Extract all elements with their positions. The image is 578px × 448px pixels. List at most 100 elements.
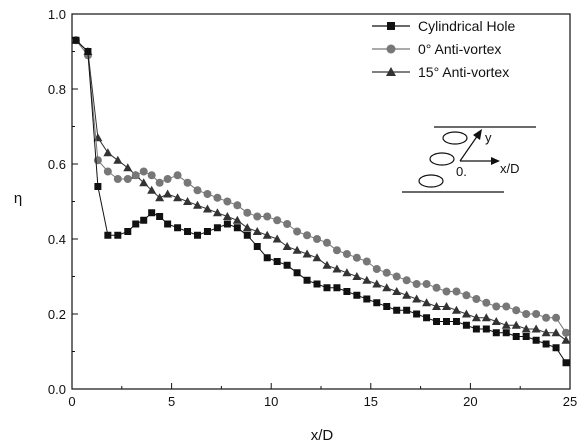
data-point (551, 328, 561, 337)
data-point (293, 269, 301, 277)
data-point (104, 231, 112, 239)
data-point (492, 329, 500, 337)
data-point (139, 178, 149, 187)
data-point (362, 275, 372, 284)
series-15-anti-vortex (71, 35, 571, 344)
data-point (262, 230, 272, 239)
data-point (303, 231, 312, 240)
data-point (501, 320, 511, 329)
series-cylindrical-hole (72, 36, 570, 367)
data-point (342, 268, 352, 277)
data-point (452, 287, 461, 296)
x-tick-label: 15 (364, 394, 378, 409)
data-point (373, 299, 381, 307)
legend-item: 15° Anti-vortex (372, 64, 509, 80)
data-point (403, 306, 411, 314)
data-point (202, 204, 212, 213)
data-point (124, 228, 132, 235)
data-point (323, 284, 331, 292)
data-point (491, 317, 501, 325)
data-point (522, 333, 530, 340)
data-point (382, 283, 392, 292)
data-point (343, 288, 351, 295)
data-point (233, 201, 242, 210)
data-point (103, 167, 112, 176)
data-point (322, 260, 332, 269)
data-point (93, 156, 102, 165)
data-point (174, 224, 182, 232)
data-point (164, 220, 172, 228)
data-point (243, 208, 252, 217)
y-axis-label: η (14, 190, 22, 207)
data-point (123, 175, 132, 183)
data-point (383, 303, 391, 310)
data-point (433, 318, 441, 325)
data-point (147, 171, 156, 180)
data-point (103, 148, 113, 157)
data-point (502, 329, 510, 337)
data-point (123, 163, 133, 172)
data-point (552, 313, 561, 322)
data-point (213, 193, 222, 202)
legend-item: 0° Anti-vortex (372, 41, 501, 57)
data-point (432, 283, 441, 292)
data-point (183, 178, 192, 187)
x-tick-label: 20 (463, 394, 477, 409)
legend: Cylindrical Hole 0° Anti-vortex 15° Anti-v… (372, 18, 515, 80)
data-point (386, 67, 396, 76)
data-point (402, 276, 411, 285)
series-layer (71, 35, 571, 367)
data-point (353, 291, 361, 299)
data-point (451, 305, 461, 314)
data-point (512, 333, 520, 340)
data-point (472, 295, 481, 303)
data-point (132, 220, 140, 228)
data-point (193, 231, 201, 239)
data-point (442, 287, 451, 296)
data-point (332, 264, 342, 273)
data-point (363, 295, 371, 303)
legend-label: Cylindrical Hole (418, 18, 515, 34)
data-point (113, 155, 123, 164)
data-point (273, 216, 282, 225)
data-point (282, 242, 292, 250)
data-point (362, 257, 371, 266)
data-point (422, 280, 431, 288)
data-point (482, 325, 490, 333)
data-point (139, 167, 148, 176)
data-point (402, 290, 412, 299)
data-point (352, 253, 361, 262)
data-point (387, 22, 395, 30)
data-point (332, 246, 341, 255)
data-point (242, 223, 252, 232)
data-point (252, 227, 262, 235)
data-point (155, 193, 165, 202)
data-point (562, 359, 570, 367)
data-point (94, 183, 102, 190)
series-line (75, 39, 567, 334)
data-point (532, 336, 540, 344)
inset-hole (429, 152, 455, 166)
data-point (223, 197, 232, 206)
data-point (302, 249, 312, 258)
data-point (382, 268, 391, 277)
data-point (283, 220, 292, 228)
data-point (233, 224, 241, 232)
x-tick-label: 5 (168, 394, 175, 409)
series-0-anti-vortex (71, 36, 571, 337)
y-tick-label: 0.2 (48, 307, 66, 322)
inset-diagram: y x/D 0. (402, 126, 536, 193)
data-point (272, 234, 282, 243)
data-point (502, 302, 511, 311)
series-line (75, 39, 567, 364)
data-point (84, 48, 92, 55)
data-point (313, 235, 322, 243)
data-point (512, 306, 521, 315)
data-point (423, 314, 431, 322)
inset-label: y (485, 130, 492, 145)
data-point (412, 280, 421, 288)
inset-hole (418, 174, 444, 188)
data-point (163, 175, 172, 183)
